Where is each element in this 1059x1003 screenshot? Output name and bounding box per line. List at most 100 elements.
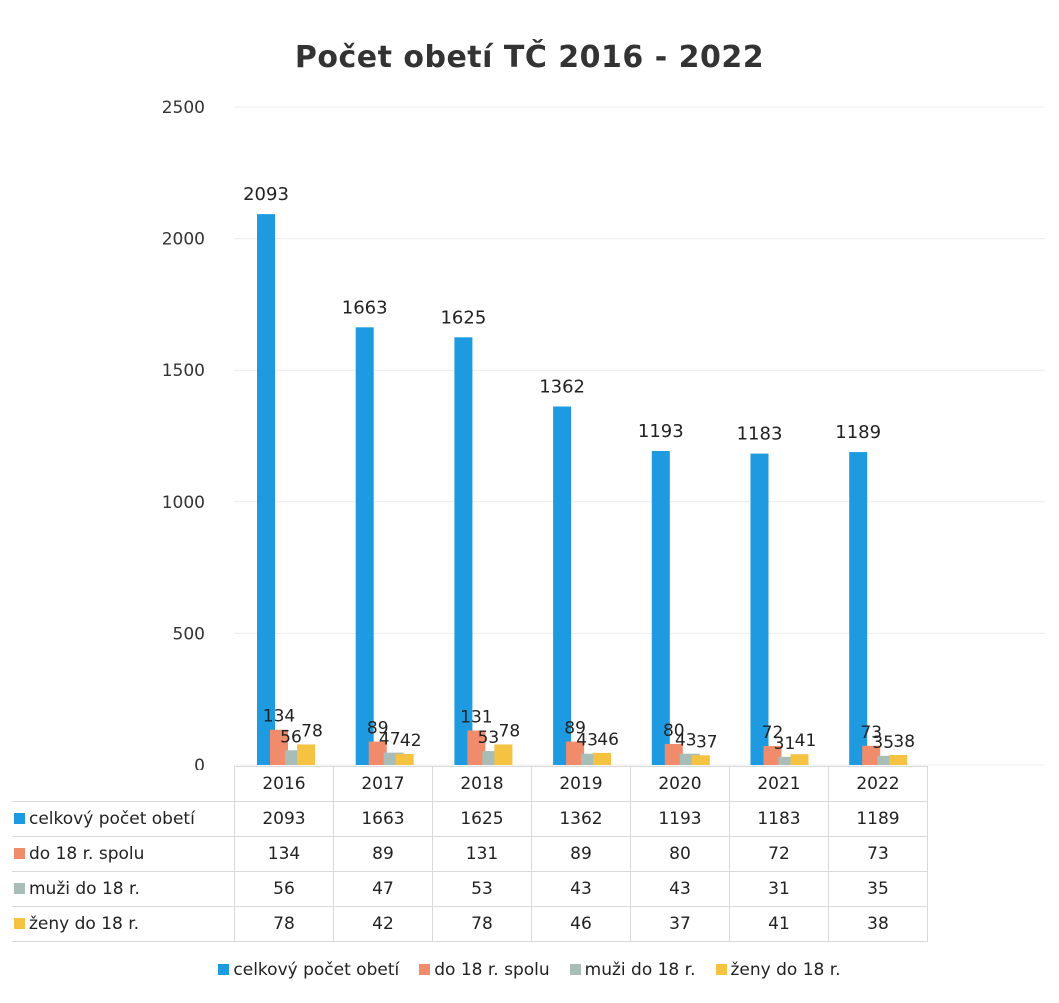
table-header-row: 2016 2017 2018 2019 2020 2021 2022	[12, 766, 928, 802]
x-category-label: 2018	[432, 766, 532, 802]
bar	[862, 745, 881, 765]
data-label: 73	[860, 723, 882, 743]
table-cell: 72	[729, 836, 829, 872]
bar	[849, 452, 868, 765]
data-label: 78	[301, 721, 323, 741]
data-label: 1362	[539, 377, 585, 398]
table-cell: 43	[630, 871, 730, 907]
y-tick-label: 1000	[162, 493, 205, 513]
legend-swatch	[419, 964, 431, 975]
plot-area: 0 500 1000 1500 2000 2500 2093 1663 1625 1362 1193…	[162, 98, 1045, 770]
legend: celkový počet obetí do 18 r. spolu muži do…	[0, 960, 1059, 980]
series-name: muži do 18 r.	[29, 879, 140, 899]
data-label: 53	[478, 728, 500, 748]
table-cell: 1193	[630, 801, 730, 837]
series-swatch	[14, 918, 25, 929]
bar	[553, 406, 572, 765]
bar	[566, 741, 585, 765]
data-label: 43	[576, 731, 598, 751]
y-tick-label: 0	[194, 756, 205, 770]
table-cell: 53	[432, 871, 532, 907]
bar	[270, 729, 288, 765]
data-label: 42	[400, 731, 422, 751]
legend-swatch	[715, 964, 727, 975]
table-cell: 35	[828, 871, 928, 907]
data-label: 78	[499, 721, 521, 741]
table-row-label: muži do 18 r.	[12, 871, 235, 907]
legend-swatch	[569, 964, 581, 975]
table-row-label: ženy do 18 r.	[12, 906, 235, 942]
data-label: 2093	[243, 184, 289, 205]
data-label: 38	[893, 732, 915, 752]
bar	[467, 730, 486, 765]
data-label: 1183	[737, 424, 783, 445]
bar	[297, 744, 315, 765]
table-cell: 38	[828, 906, 928, 942]
table-cell: 1183	[729, 801, 829, 837]
bar	[581, 753, 602, 765]
y-tick-label: 1500	[162, 361, 205, 381]
data-label: 89	[367, 719, 389, 739]
data-table: 2016 2017 2018 2019 2020 2021 2022 celkový poče…	[12, 766, 928, 942]
chart-title: Počet obetí TČ 2016 - 2022	[294, 40, 765, 75]
bar	[877, 755, 898, 765]
bar	[679, 753, 700, 765]
table-cell: 1362	[531, 801, 631, 837]
bar	[763, 746, 782, 765]
data-label: 41	[795, 731, 817, 751]
legend-item: muži do 18 r.	[569, 960, 696, 980]
legend-label: muži do 18 r.	[584, 960, 696, 980]
x-category-label: 2022	[828, 766, 928, 802]
x-category-label: 2020	[630, 766, 730, 802]
series-swatch	[14, 813, 25, 824]
bar	[778, 756, 799, 765]
series-name: celkový počet obetí	[29, 809, 195, 829]
bar	[368, 741, 387, 765]
table-row-label: do 18 r. spolu	[12, 836, 235, 872]
table-row-label: celkový počet obetí	[12, 801, 235, 837]
bar	[593, 752, 612, 765]
series-name: ženy do 18 r.	[29, 914, 140, 934]
table-cell: 2093	[234, 801, 334, 837]
table-row: do 18 r. spolu 134 89 131 89 80 72 73	[12, 836, 928, 872]
bar	[889, 754, 908, 765]
series-swatch	[14, 883, 25, 894]
legend-label: celkový počet obetí	[233, 960, 400, 980]
legend-item: do 18 r. spolu	[419, 960, 550, 980]
table-row: celkový počet obetí 2093 1663 1625 1362 1193 1…	[12, 801, 928, 837]
x-category-label: 2016	[234, 766, 334, 802]
bar	[651, 451, 670, 765]
table-cell: 41	[729, 906, 829, 942]
legend-label: ženy do 18 r.	[730, 960, 841, 980]
data-label: 80	[663, 721, 685, 741]
table-cell: 43	[531, 871, 631, 907]
table-cell: 31	[729, 871, 829, 907]
bar	[395, 753, 414, 765]
table-cell: 46	[531, 906, 631, 942]
data-label: 46	[597, 730, 619, 750]
table-row: ženy do 18 r. 78 42 78 46 37 41 38	[12, 906, 928, 942]
data-label: 37	[696, 732, 718, 752]
data-label: 89	[564, 719, 586, 739]
bar	[691, 755, 710, 765]
legend-label: do 18 r. spolu	[434, 960, 550, 980]
bar	[494, 744, 513, 765]
data-label: 1625	[440, 307, 486, 328]
data-label: 56	[280, 727, 302, 747]
data-label: 134	[263, 707, 295, 727]
table-cell: 131	[432, 836, 532, 872]
legend-item: celkový počet obetí	[218, 960, 399, 980]
data-label: 35	[872, 733, 894, 753]
data-label: 43	[675, 731, 697, 751]
bar	[454, 337, 473, 765]
table-cell: 134	[234, 836, 334, 872]
bar	[790, 754, 809, 765]
table-cell: 47	[333, 871, 433, 907]
bar	[664, 743, 683, 765]
y-tick-label: 500	[173, 624, 205, 644]
legend-item: ženy do 18 r.	[715, 960, 841, 980]
data-label: 1663	[342, 297, 388, 318]
table-cell: 89	[333, 836, 433, 872]
data-label: 1189	[835, 422, 881, 443]
